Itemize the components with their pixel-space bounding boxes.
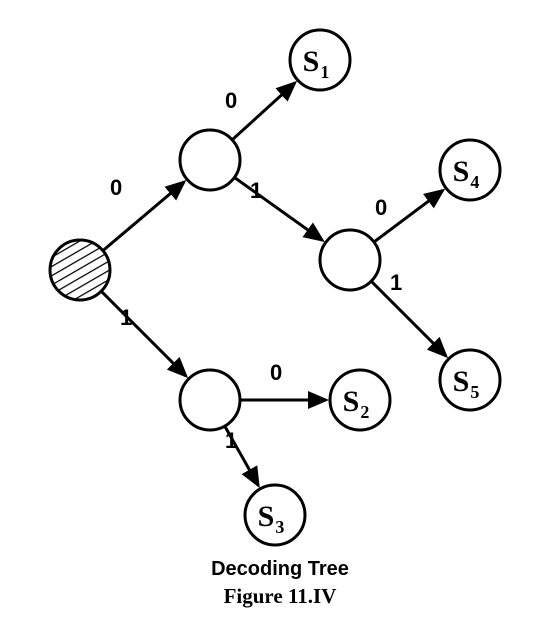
edge-label-n0-n01: 1 [250, 178, 262, 203]
node-n1 [180, 370, 240, 430]
edge-label-root-n0: 0 [110, 175, 122, 200]
edge-root-n1 [101, 291, 186, 376]
edge-label-n1-s2: 0 [270, 360, 282, 385]
edge-label-n01-s5: 1 [390, 270, 402, 295]
edge-label-n1-s3: 1 [225, 428, 237, 453]
caption-figure-number: Figure 11.IV [0, 584, 560, 609]
decoding-tree-diagram: 01010101 S1S2S3S4S5 [0, 0, 560, 629]
node-n0 [180, 130, 240, 190]
node-n01 [320, 230, 380, 290]
edge-label-n01-s4: 0 [375, 195, 387, 220]
node-root [50, 240, 110, 300]
edge-label-n0-s1: 0 [225, 88, 237, 113]
edge-n0-s1 [232, 83, 295, 140]
edge-n01-s5 [371, 281, 446, 356]
edge-n0-n01 [234, 177, 322, 240]
edge-label-root-n1: 1 [120, 305, 132, 330]
caption-decoding-tree: Decoding Tree [0, 558, 560, 581]
